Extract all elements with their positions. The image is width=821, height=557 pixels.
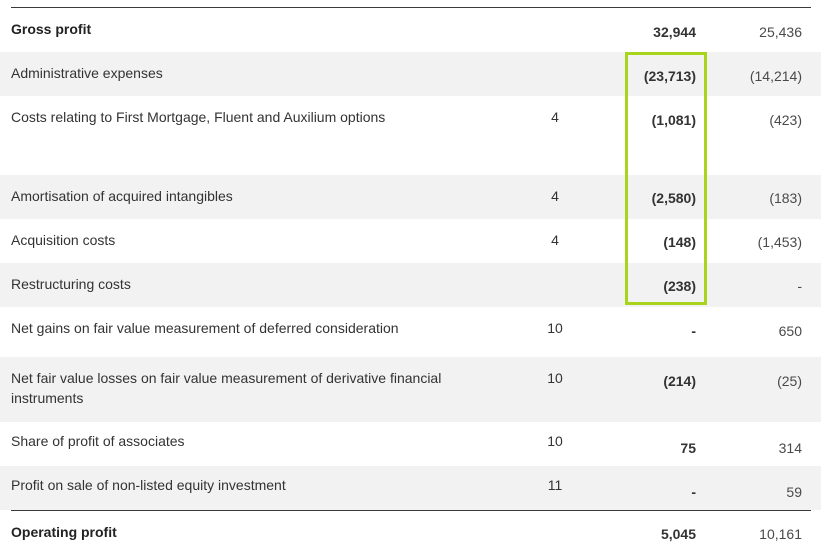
row-label: Costs relating to First Mortgage, Fluent… <box>11 109 386 125</box>
row-current-value: 32,944 <box>653 24 696 40</box>
row-previous-value: 650 <box>778 323 802 339</box>
row-previous-value: 314 <box>778 440 802 456</box>
row-note: 10 <box>547 370 563 386</box>
table-row-gross-profit: Gross profit 32,944 25,436 <box>0 8 821 52</box>
row-current-value: - <box>691 484 696 500</box>
row-previous-value: 59 <box>786 484 802 500</box>
row-current-value: (2,580) <box>651 190 696 206</box>
row-previous-value: - <box>797 278 802 294</box>
row-note: 4 <box>551 232 559 248</box>
row-note: 10 <box>547 320 563 336</box>
row-label: Net fair value losses on fair value meas… <box>11 370 442 406</box>
row-note: 4 <box>551 188 559 204</box>
total-rule <box>11 510 811 511</box>
row-label: Gross profit <box>11 21 92 37</box>
table-row-share-of-profit: Share of profit of associates 10 75 314 <box>0 422 821 466</box>
row-previous-value: (423) <box>769 112 802 128</box>
row-label: Share of profit of associates <box>11 433 185 449</box>
row-label: Profit on sale of non-listed equity inve… <box>11 477 286 493</box>
table-row-restructuring-costs: Restructuring costs (238) - <box>0 263 821 307</box>
row-current-value: (23,713) <box>643 68 696 84</box>
top-rule <box>11 7 811 8</box>
row-previous-value: 10,161 <box>759 526 802 542</box>
row-label: Operating profit <box>11 524 117 540</box>
row-previous-value: (25) <box>777 373 802 389</box>
table-row-administrative-expenses: Administrative expenses (23,713) (14,214… <box>0 52 821 96</box>
table-row-option-costs: Costs relating to First Mortgage, Fluent… <box>0 96 821 175</box>
table-row-profit-on-sale: Profit on sale of non-listed equity inve… <box>0 466 821 510</box>
table-row-deferred-consideration: Net gains on fair value measurement of d… <box>0 307 821 357</box>
row-current-value: 75 <box>680 440 696 456</box>
row-current-value: 5,045 <box>660 526 696 542</box>
row-previous-value: (14,214) <box>749 68 802 84</box>
row-previous-value: (183) <box>769 190 802 206</box>
row-label: Net gains on fair value measurement of d… <box>11 320 399 336</box>
row-current-value: (214) <box>663 373 696 389</box>
table-row-acquisition-costs: Acquisition costs 4 (148) (1,453) <box>0 219 821 263</box>
table-row-amortisation: Amortisation of acquired intangibles 4 (… <box>0 175 821 219</box>
table-row-operating-profit: Operating profit 5,045 10,161 <box>0 511 821 555</box>
row-previous-value: 25,436 <box>759 24 802 40</box>
row-label: Administrative expenses <box>11 65 163 81</box>
row-label: Acquisition costs <box>11 232 116 248</box>
row-note: 4 <box>551 109 559 125</box>
row-label: Restructuring costs <box>11 276 131 292</box>
row-note: 10 <box>547 433 563 449</box>
row-previous-value: (1,453) <box>757 234 802 250</box>
row-current-value: - <box>691 323 696 339</box>
row-note: 11 <box>547 477 563 493</box>
row-current-value: (148) <box>663 234 696 250</box>
row-label: Amortisation of acquired intangibles <box>11 188 233 204</box>
table-row-derivative-losses: Net fair value losses on fair value meas… <box>0 357 821 422</box>
row-current-value: (238) <box>663 278 696 294</box>
row-current-value: (1,081) <box>651 112 696 128</box>
